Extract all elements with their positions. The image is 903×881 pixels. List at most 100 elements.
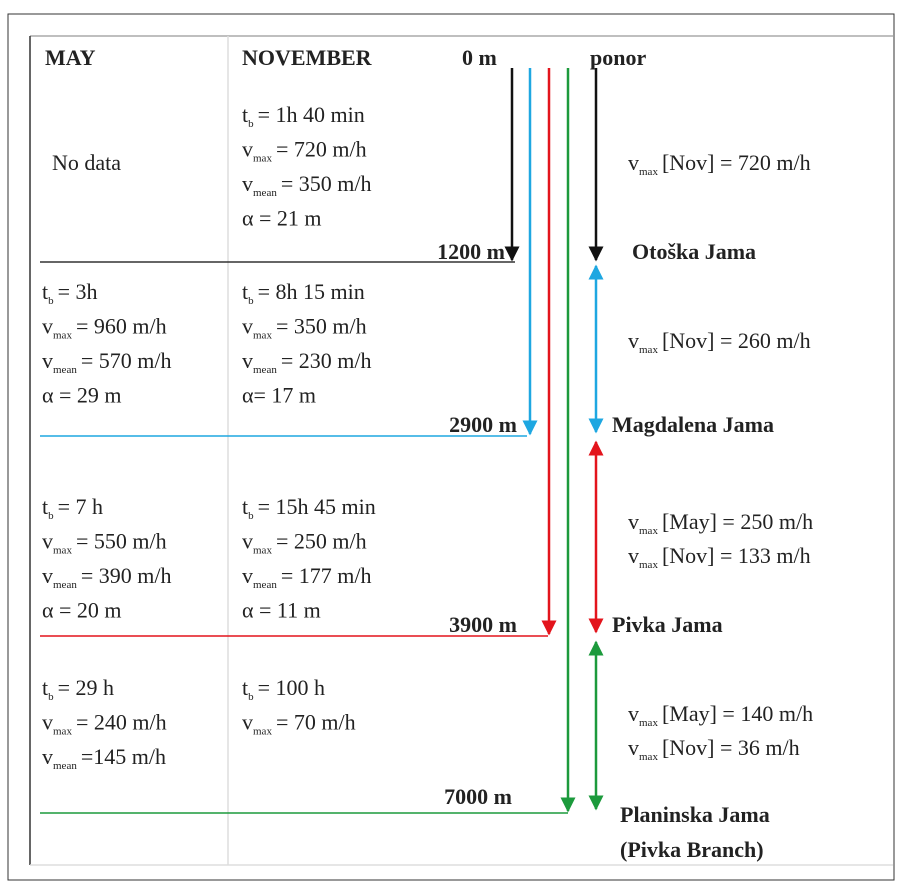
subscript: b [248,510,254,522]
subscript: max [639,751,658,763]
november-line: vmean = 177 m/h [242,563,371,591]
subscript: b [48,691,54,703]
expression: [May] = 250 m/h [662,509,813,534]
november-header: NOVEMBER [242,45,373,70]
expression: α = 11 m [242,598,321,623]
subscript: max [639,559,658,571]
expression: = 250 m/h [276,529,367,554]
november-line: vmax = 250 m/h [242,529,367,557]
november-line: vmax = 70 m/h [242,710,356,738]
velocity-line: vmax [Nov] = 133 m/h [628,543,811,571]
expression: [May] = 140 m/h [662,701,813,726]
may-line: tb = 29 h [42,675,114,703]
expression: = 100 h [258,675,325,700]
expression: = 8h 15 min [258,279,365,304]
expression: = 29 h [58,675,114,700]
may-line: α = 29 m [42,383,122,408]
distance-label: 7000 m [444,784,512,809]
november-line: vmean = 230 m/h [242,348,371,376]
expression: = 240 m/h [76,710,167,735]
symbol: t [242,279,248,304]
symbol: v [242,314,253,339]
may-line: α = 20 m [42,598,122,623]
expression: [Nov] = 720 m/h [662,150,811,175]
symbol: v [628,150,639,175]
november-line: tb = 1h 40 min [242,102,365,130]
subscript: b [248,295,254,307]
symbol: v [628,543,639,568]
symbol: v [42,529,53,554]
symbol: v [242,171,253,196]
expression: = 550 m/h [76,529,167,554]
november-line: α = 11 m [242,598,321,623]
subscript: mean [253,364,277,376]
november-line: α= 17 m [242,383,316,408]
outer-frame [7,13,895,881]
station-label: (Pivka Branch) [620,837,764,862]
station-label: Magdalena Jama [612,412,774,437]
expression: = 1h 40 min [258,102,365,127]
symbol: v [242,529,253,554]
distance-label: 1200 m [437,239,505,264]
may-line: vmean = 390 m/h [42,563,171,591]
symbol: v [628,328,639,353]
symbol: v [42,744,53,769]
symbol: v [42,710,53,735]
table-lines [29,35,893,866]
november-line: α = 21 m [242,206,322,231]
may-line: No data [52,150,121,175]
subscript: b [48,295,54,307]
expression: = 720 m/h [276,137,367,162]
may-line: tb = 3h [42,279,98,307]
expression: α = 21 m [242,206,322,231]
distance-label: 3900 m [449,612,517,637]
start-distance: 0 m [462,45,497,70]
expression: = 70 m/h [276,710,356,735]
expression: = 177 m/h [281,563,372,588]
station-label: Otoška Jama [632,239,756,264]
expression: [Nov] = 133 m/h [662,543,811,568]
may-line: vmean =145 m/h [42,744,166,772]
subscript: b [48,510,54,522]
subscript: max [53,330,72,342]
symbol: v [42,314,53,339]
expression: [Nov] = 260 m/h [662,328,811,353]
expression: = 960 m/h [76,314,167,339]
expression: α = 29 m [42,383,122,408]
symbol: v [628,701,639,726]
symbol: v [628,735,639,760]
flow-arrows [504,68,604,813]
subscript: max [253,726,272,738]
station-label: Planinska Jama [620,802,770,827]
subscript: max [253,153,272,165]
symbol: t [42,279,48,304]
velocity-line: vmax [Nov] = 36 m/h [628,735,800,763]
symbol: t [242,675,248,700]
expression: = 350 m/h [276,314,367,339]
expression: = 350 m/h [281,171,372,196]
may-header: MAY [45,45,96,70]
expression: = 7 h [58,494,103,519]
subscript: mean [53,364,77,376]
subscript: max [639,717,658,729]
symbol: t [242,102,248,127]
subscript: max [53,545,72,557]
subscript: mean [253,579,277,591]
may-line: tb = 7 h [42,494,103,522]
november-line: vmax = 350 m/h [242,314,367,342]
november-line: tb = 100 h [242,675,325,703]
subscript: max [639,166,658,178]
expression: = 570 m/h [81,348,172,373]
expression: α = 20 m [42,598,122,623]
subscript: max [253,545,272,557]
expression: α= 17 m [242,383,316,408]
expression: No data [52,150,121,175]
symbol: v [242,563,253,588]
subscript: max [53,726,72,738]
november-line: tb = 8h 15 min [242,279,365,307]
may-line: vmax = 960 m/h [42,314,167,342]
november-line: vmax = 720 m/h [242,137,367,165]
subscript: mean [253,187,277,199]
source-label: ponor [590,45,646,70]
november-line: tb = 15h 45 min [242,494,376,522]
